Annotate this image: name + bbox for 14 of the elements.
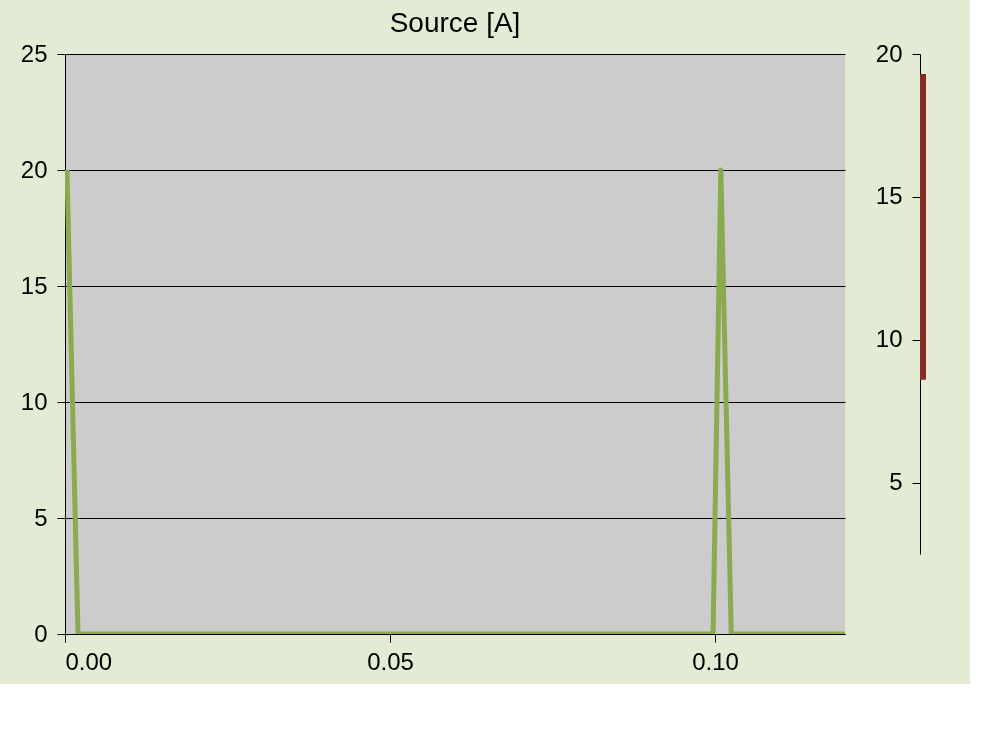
y-tick-label: 25 [20, 39, 48, 67]
y-tick-label: 20 [875, 39, 903, 67]
y-tick-label: 5 [34, 503, 48, 531]
x-tick-label: 0.10 [692, 647, 739, 675]
x-tick-label: 0.05 [367, 647, 414, 675]
y-tick-label: 15 [875, 182, 903, 210]
chart-title: Source [A] [389, 7, 521, 38]
y-tick-label: 15 [20, 271, 48, 299]
y-tick-label: 0 [34, 619, 48, 647]
y-tick-label: 20 [20, 155, 48, 183]
x-tick-label: 0.00 [65, 647, 113, 675]
y-tick-label: 10 [875, 325, 903, 353]
y-tick-label: 10 [20, 387, 48, 415]
y-tick-label: 5 [889, 468, 903, 496]
